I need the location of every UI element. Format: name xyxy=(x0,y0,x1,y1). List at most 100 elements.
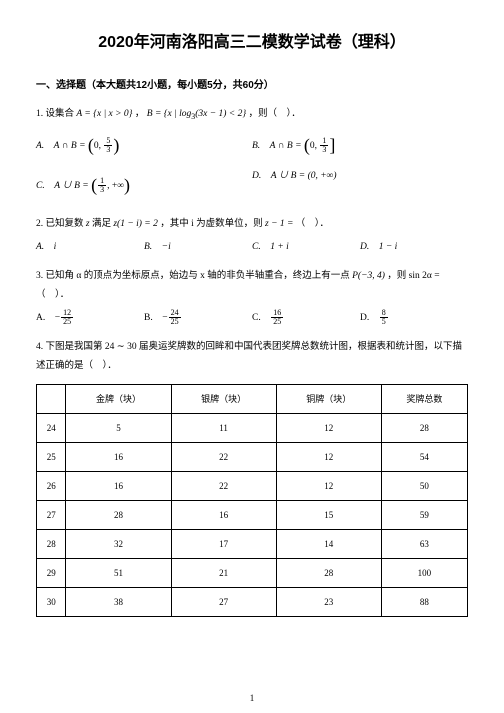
table-cell: 28 xyxy=(381,413,467,442)
q2-option-a: A. i xyxy=(36,238,144,257)
th-3: 铜牌（块） xyxy=(276,384,381,413)
q3-A-pre: A. − xyxy=(36,313,60,323)
q1-optC-post: , +∞ xyxy=(107,181,124,191)
table-cell: 59 xyxy=(381,500,467,529)
table-cell: 54 xyxy=(381,442,467,471)
q1-setA: A = {x | x > 0} xyxy=(76,109,132,119)
question-4: 4. 下图是我国第 24 ∼ 30 届奥运奖牌数的回眸和中国代表团奖牌总数统计图… xyxy=(36,338,468,617)
q3-option-d: D. 85 xyxy=(360,309,468,328)
q1-optB-pre: B. A ∩ B = xyxy=(252,141,304,151)
table-cell: 25 xyxy=(37,442,66,471)
question-2: 2. 已知复数 z 满足 z(1 − i) = 2 ，其中 i 为虚数单位，则 … xyxy=(36,215,468,257)
table-cell: 24 xyxy=(37,413,66,442)
q1-stem-a: 设集合 xyxy=(46,109,77,119)
q2-option-c: C. 1 + i xyxy=(252,238,360,257)
table-cell: 51 xyxy=(66,558,171,587)
q3-option-b: B. −2425 xyxy=(144,309,252,328)
th-1: 金牌（块） xyxy=(66,384,171,413)
th-0 xyxy=(37,384,66,413)
table-row: 2728161559 xyxy=(37,500,468,529)
table-cell: 16 xyxy=(171,500,276,529)
q1-optC-pre: C. A ∪ B = xyxy=(36,181,91,191)
q3-point: P(−3, 4) xyxy=(352,271,385,281)
q1-optA-den: 3 xyxy=(104,146,112,154)
q3-C-den: 25 xyxy=(271,318,283,326)
question-1: 1. 设集合 A = {x | x > 0} ， B = {x | log 3 (3… xyxy=(36,105,468,205)
q1-sep: ， xyxy=(135,109,145,119)
section-1-heading: 一、选择题（本大题共12小题，每小题5分，共60分） xyxy=(36,76,468,91)
q1-optD: D. A ∪ B = (0, +∞) xyxy=(252,171,337,181)
q3-option-c: C. 1625 xyxy=(252,309,360,328)
q3-D-den: 5 xyxy=(380,318,388,326)
table-cell: 11 xyxy=(171,413,276,442)
question-3: 3. 已知角 α 的顶点为坐标原点，始边与 x 轴的非负半轴重合，终边上有一点 … xyxy=(36,267,468,328)
table-cell: 100 xyxy=(381,558,467,587)
table-cell: 32 xyxy=(66,529,171,558)
q1-stem-b: ，则（ ）． xyxy=(249,109,301,119)
q1-option-d: D. A ∪ B = (0, +∞) xyxy=(252,165,468,205)
q3-number: 3. xyxy=(36,271,43,281)
q2-z: z xyxy=(86,219,90,229)
q2-option-d: D. 1 − i xyxy=(360,238,468,257)
table-row: 2516221254 xyxy=(37,442,468,471)
table-cell: 21 xyxy=(171,558,276,587)
q1-optC-den: 3 xyxy=(98,186,106,194)
table-row: 29512128100 xyxy=(37,558,468,587)
q1-optB-den: 3 xyxy=(320,146,328,154)
table-cell: 14 xyxy=(276,529,381,558)
q3-B-den: 25 xyxy=(169,318,181,326)
exam-title: 2020年河南洛阳高三二模数学试卷（理科） xyxy=(36,28,468,52)
table-cell: 12 xyxy=(276,413,381,442)
q2-stem-mid: 满足 xyxy=(92,219,113,229)
q1-option-b: B. A ∩ B = (0, 13] xyxy=(252,125,468,165)
table-row: 2616221250 xyxy=(37,471,468,500)
q1-number: 1. xyxy=(36,109,43,119)
q2-stem-c: （ ）． xyxy=(296,219,329,229)
table-cell: 88 xyxy=(381,587,467,616)
table-cell: 50 xyxy=(381,471,467,500)
table-cell: 30 xyxy=(37,587,66,616)
q4-number: 4. xyxy=(36,342,43,352)
table-cell: 27 xyxy=(37,500,66,529)
q3-stem-a: 已知角 α 的顶点为坐标原点，始边与 x 轴的非负半轴重合，终边上有一点 xyxy=(46,271,353,281)
q2-stem-b: ，其中 i 为虚数单位，则 xyxy=(160,219,265,229)
q3-B-pre: B. − xyxy=(144,313,168,323)
table-cell: 16 xyxy=(66,442,171,471)
table-row: 2832171463 xyxy=(37,529,468,558)
q1-setB-pre: B = {x | log xyxy=(147,109,191,119)
q2-option-b: B. −i xyxy=(144,238,252,257)
table-cell: 26 xyxy=(37,471,66,500)
table-row: 245111228 xyxy=(37,413,468,442)
table-cell: 63 xyxy=(381,529,467,558)
q1-option-c: C. A ∪ B = (13, +∞) xyxy=(36,165,252,205)
table-cell: 28 xyxy=(37,529,66,558)
q2-target: z − 1 = xyxy=(265,219,293,229)
table-cell: 28 xyxy=(66,500,171,529)
q2-stem-a: 已知复数 xyxy=(46,219,86,229)
table-cell: 17 xyxy=(171,529,276,558)
q2-eq: z(1 − i) = 2 xyxy=(113,219,158,229)
q4-stem: 下图是我国第 24 ∼ 30 届奥运奖牌数的回眸和中国代表团奖牌总数统计图，根据… xyxy=(36,342,462,371)
th-2: 银牌（块） xyxy=(171,384,276,413)
table-cell: 5 xyxy=(66,413,171,442)
table-cell: 12 xyxy=(276,471,381,500)
table-cell: 27 xyxy=(171,587,276,616)
table-cell: 23 xyxy=(276,587,381,616)
q3-A-den: 25 xyxy=(61,318,73,326)
page-number: 1 xyxy=(0,693,504,703)
table-cell: 38 xyxy=(66,587,171,616)
table-row: 3038272388 xyxy=(37,587,468,616)
q2-number: 2. xyxy=(36,219,43,229)
table-cell: 22 xyxy=(171,442,276,471)
q1-optA-pre: A. A ∩ B = xyxy=(36,141,88,151)
table-cell: 22 xyxy=(171,471,276,500)
table-cell: 28 xyxy=(276,558,381,587)
q3-option-a: A. −1225 xyxy=(36,309,144,328)
table-cell: 12 xyxy=(276,442,381,471)
th-4: 奖牌总数 xyxy=(381,384,467,413)
q3-C-pre: C. xyxy=(252,313,270,323)
q3-D-pre: D. xyxy=(360,313,379,323)
q1-setB-post: (3x − 1) < 2} xyxy=(195,109,246,119)
table-cell: 15 xyxy=(276,500,381,529)
q1-option-a: A. A ∩ B = (0, 53) xyxy=(36,125,252,165)
